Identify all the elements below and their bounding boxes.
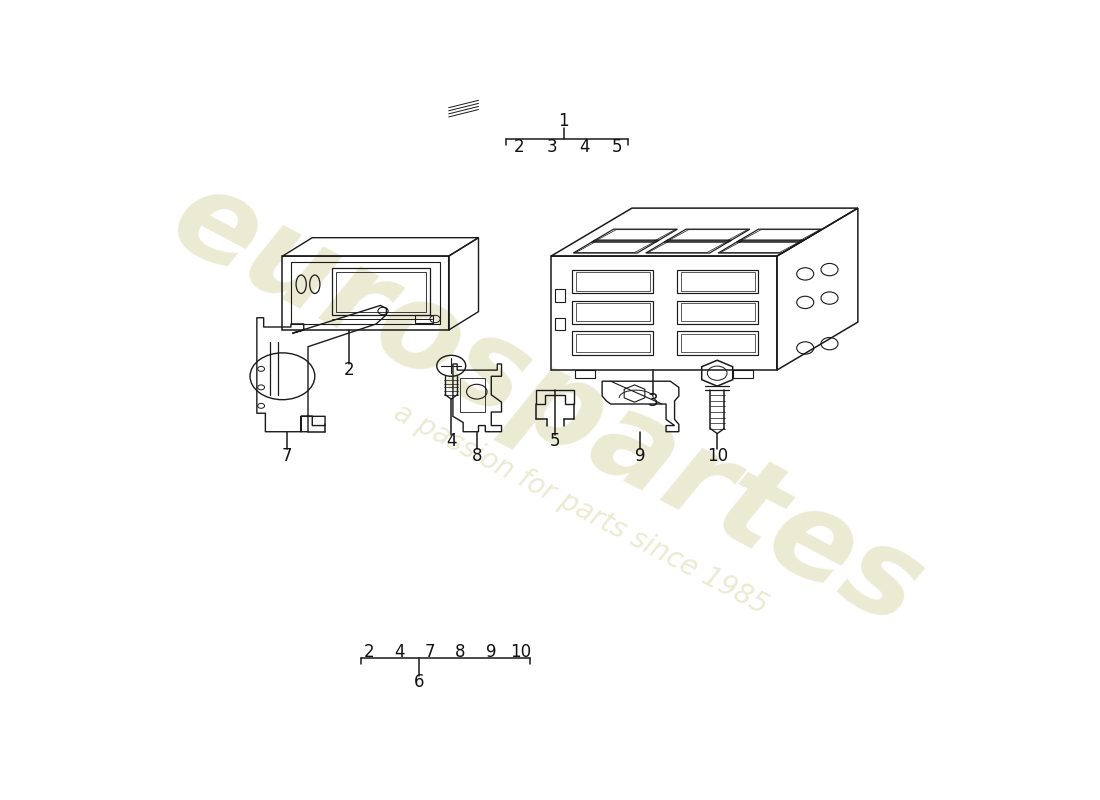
Bar — [332, 269, 430, 314]
Text: 5: 5 — [550, 432, 561, 450]
Bar — [575, 334, 650, 352]
Text: 8: 8 — [472, 447, 482, 466]
Bar — [575, 272, 650, 290]
Bar — [678, 270, 758, 293]
Bar — [572, 301, 653, 324]
Text: 10: 10 — [706, 447, 728, 466]
Text: 4: 4 — [580, 138, 590, 155]
Text: 7: 7 — [282, 447, 292, 466]
Text: 2: 2 — [514, 138, 524, 155]
Bar — [681, 272, 755, 290]
Text: 4: 4 — [446, 432, 456, 450]
Text: 8: 8 — [455, 642, 465, 661]
Text: a passion for parts since 1985: a passion for parts since 1985 — [389, 398, 772, 619]
Bar — [678, 301, 758, 324]
Text: 3: 3 — [547, 138, 557, 155]
Bar — [575, 303, 650, 322]
Text: 2: 2 — [343, 361, 354, 379]
Bar — [337, 271, 426, 311]
Text: 1: 1 — [559, 112, 569, 130]
Text: 4: 4 — [395, 642, 405, 661]
Bar — [681, 303, 755, 322]
Text: 6: 6 — [414, 674, 425, 691]
Bar — [678, 331, 758, 354]
Text: 3: 3 — [647, 392, 658, 410]
Text: eurospartes: eurospartes — [152, 158, 942, 650]
Bar — [415, 315, 433, 322]
Bar — [572, 331, 653, 354]
Bar — [556, 290, 565, 302]
Text: 10: 10 — [510, 642, 531, 661]
Text: 7: 7 — [425, 642, 436, 661]
Bar — [572, 270, 653, 293]
Bar — [556, 318, 565, 330]
Text: 9: 9 — [635, 447, 646, 466]
Bar — [681, 334, 755, 352]
Text: 5: 5 — [613, 138, 623, 155]
Bar — [460, 378, 485, 412]
Text: 9: 9 — [485, 642, 496, 661]
Text: 2: 2 — [364, 642, 375, 661]
